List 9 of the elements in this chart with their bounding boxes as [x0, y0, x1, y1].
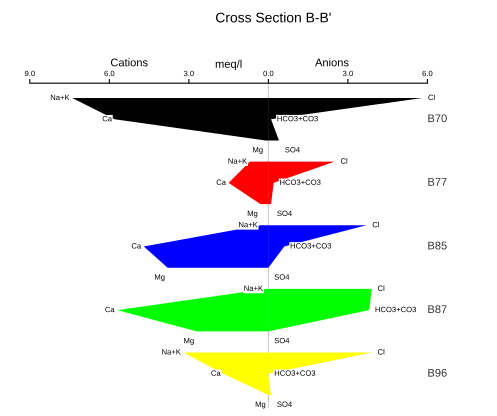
text: Cations	[110, 58, 148, 66]
text: B77	[428, 178, 447, 186]
text: B96	[428, 368, 447, 377]
x-axis-title: meq/l	[216, 60, 242, 70]
text: Anions	[315, 58, 349, 66]
text: B87	[428, 305, 447, 314]
text: B85	[428, 242, 447, 250]
series-label: B70	[428, 114, 447, 122]
chart-title: Cross Section B-B'	[216, 12, 331, 22]
